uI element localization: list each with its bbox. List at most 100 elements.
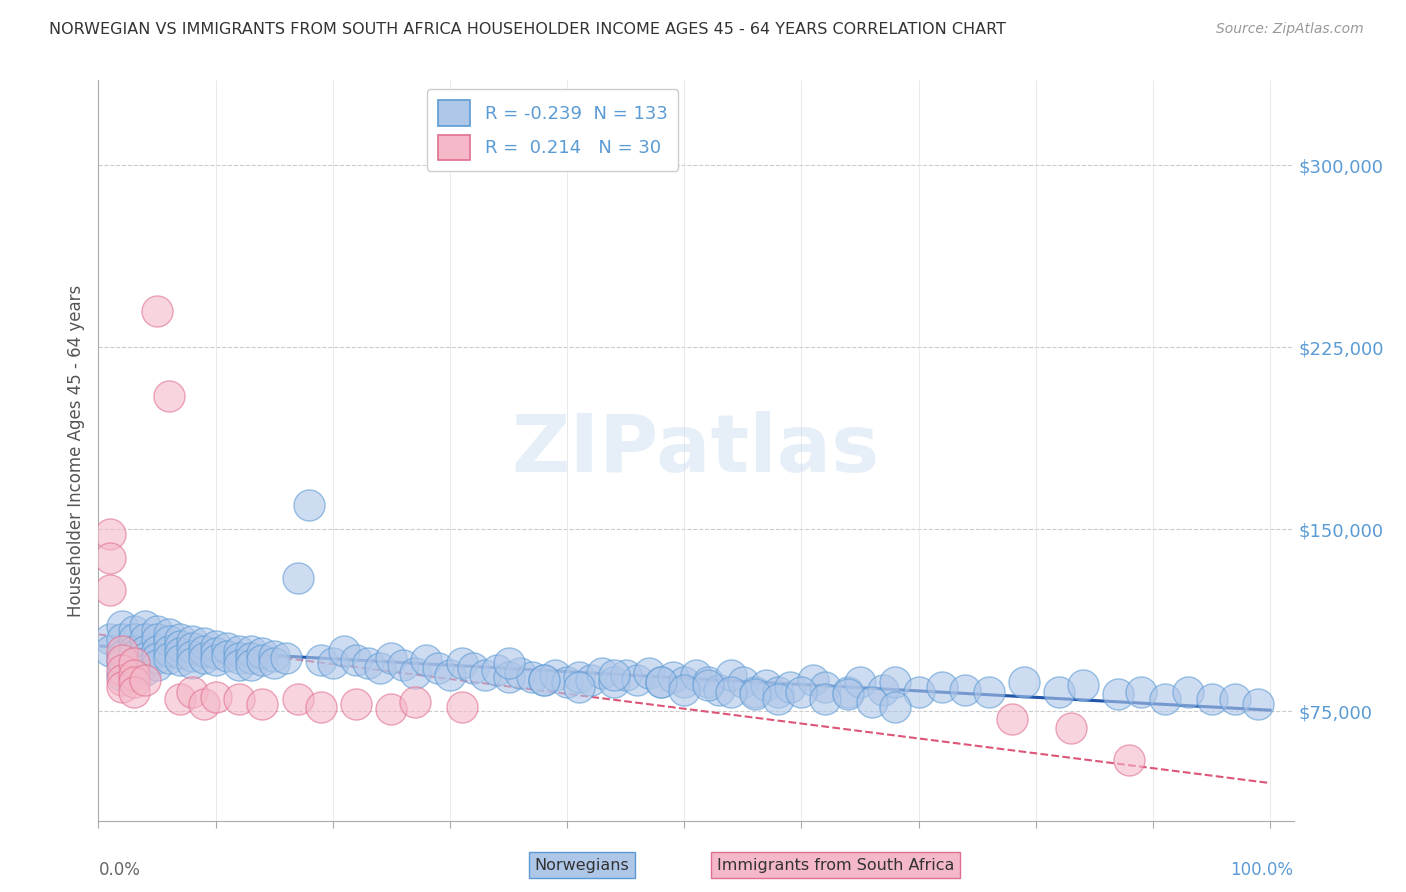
Point [122, 648, 145, 663]
Point [392, 658, 415, 673]
Point [603, 668, 626, 682]
Point [157, 389, 180, 403]
Point [122, 668, 145, 682]
Point [122, 656, 145, 670]
Point [111, 653, 134, 667]
Point [1071, 678, 1094, 692]
Point [157, 634, 180, 648]
Text: Source: ZipAtlas.com: Source: ZipAtlas.com [1216, 22, 1364, 37]
Point [122, 632, 145, 646]
Point [1118, 753, 1140, 767]
Point [228, 651, 250, 665]
Point [193, 697, 215, 711]
Point [134, 632, 156, 646]
Point [439, 668, 461, 682]
Text: Norwegians: Norwegians [534, 858, 628, 872]
Point [427, 661, 450, 675]
Point [685, 668, 707, 682]
Point [579, 673, 602, 687]
Point [157, 644, 180, 658]
Point [146, 651, 169, 665]
Point [98, 527, 121, 541]
Point [287, 692, 309, 706]
Point [907, 685, 929, 699]
Point [111, 644, 134, 658]
Point [122, 656, 145, 670]
Point [650, 675, 672, 690]
Point [568, 670, 591, 684]
Point [731, 675, 754, 690]
Point [98, 551, 121, 566]
Point [860, 695, 883, 709]
Point [181, 634, 204, 648]
Point [790, 685, 813, 699]
Point [169, 692, 191, 706]
Point [661, 670, 683, 684]
Point [884, 699, 907, 714]
Text: ZIPatlas: ZIPatlas [512, 411, 880, 490]
Point [638, 665, 661, 680]
Point [673, 675, 696, 690]
Text: 0.0%: 0.0% [98, 862, 141, 880]
Point [333, 644, 356, 658]
Point [157, 626, 180, 640]
Text: 100.0%: 100.0% [1230, 862, 1294, 880]
Point [122, 644, 145, 658]
Point [181, 656, 204, 670]
Point [498, 656, 520, 670]
Point [134, 656, 156, 670]
Point [533, 673, 555, 687]
Point [98, 644, 121, 658]
Point [766, 685, 789, 699]
Point [380, 702, 402, 716]
Point [111, 668, 134, 682]
Y-axis label: Householder Income Ages 45 - 64 years: Householder Income Ages 45 - 64 years [66, 285, 84, 616]
Point [696, 678, 718, 692]
Point [766, 692, 789, 706]
Point [1223, 692, 1246, 706]
Point [474, 668, 496, 682]
Point [1177, 685, 1199, 699]
Point [1107, 687, 1129, 701]
Point [111, 656, 134, 670]
Point [111, 673, 134, 687]
Point [498, 670, 520, 684]
Point [193, 644, 215, 658]
Point [696, 675, 718, 690]
Point [309, 699, 332, 714]
Point [1130, 685, 1153, 699]
Point [415, 653, 437, 667]
Point [1060, 722, 1083, 736]
Point [111, 648, 134, 663]
Point [217, 648, 239, 663]
Point [111, 680, 134, 694]
Point [157, 651, 180, 665]
Point [193, 636, 215, 650]
Point [801, 673, 824, 687]
Point [744, 685, 766, 699]
Point [193, 651, 215, 665]
Point [287, 571, 309, 585]
Point [98, 582, 121, 597]
Point [1153, 692, 1175, 706]
Point [404, 695, 426, 709]
Point [779, 680, 801, 694]
Point [650, 675, 672, 690]
Point [544, 668, 567, 682]
Point [239, 658, 262, 673]
Point [252, 697, 274, 711]
Point [814, 692, 837, 706]
Point [614, 668, 637, 682]
Point [134, 619, 156, 633]
Point [239, 644, 262, 658]
Point [368, 661, 391, 675]
Point [568, 680, 591, 694]
Point [603, 675, 626, 690]
Point [626, 673, 648, 687]
Point [322, 656, 344, 670]
Point [357, 656, 380, 670]
Point [931, 680, 953, 694]
Point [169, 646, 191, 660]
Point [204, 646, 226, 660]
Point [122, 685, 145, 699]
